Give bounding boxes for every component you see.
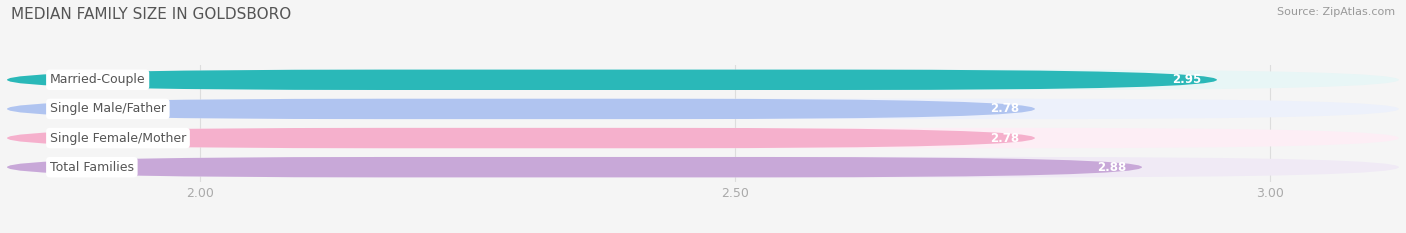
Text: MEDIAN FAMILY SIZE IN GOLDSBORO: MEDIAN FAMILY SIZE IN GOLDSBORO bbox=[11, 7, 291, 22]
FancyBboxPatch shape bbox=[7, 157, 1142, 177]
FancyBboxPatch shape bbox=[7, 99, 1399, 119]
FancyBboxPatch shape bbox=[7, 128, 1399, 148]
FancyBboxPatch shape bbox=[7, 157, 1399, 177]
FancyBboxPatch shape bbox=[7, 128, 1035, 148]
Text: Married-Couple: Married-Couple bbox=[49, 73, 145, 86]
Text: Single Female/Mother: Single Female/Mother bbox=[49, 132, 186, 144]
Text: Total Families: Total Families bbox=[49, 161, 134, 174]
Text: Single Male/Father: Single Male/Father bbox=[49, 103, 166, 115]
Text: 2.78: 2.78 bbox=[990, 103, 1019, 115]
FancyBboxPatch shape bbox=[7, 70, 1399, 90]
FancyBboxPatch shape bbox=[7, 99, 1035, 119]
Text: Source: ZipAtlas.com: Source: ZipAtlas.com bbox=[1277, 7, 1395, 17]
Text: 2.78: 2.78 bbox=[990, 132, 1019, 144]
Text: 2.88: 2.88 bbox=[1097, 161, 1126, 174]
Text: 2.95: 2.95 bbox=[1171, 73, 1201, 86]
FancyBboxPatch shape bbox=[7, 70, 1218, 90]
